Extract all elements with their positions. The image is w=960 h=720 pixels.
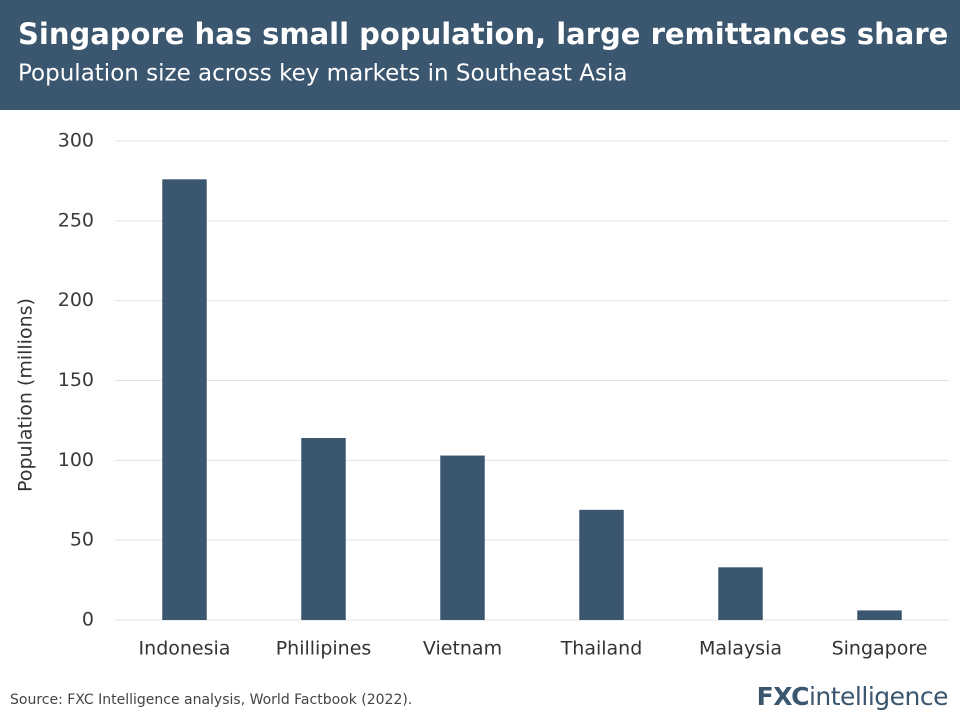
y-tick-label: 200 (58, 289, 94, 311)
y-tick-label: 150 (58, 369, 94, 391)
bar (440, 455, 485, 620)
logo: FXCintelligence (757, 682, 948, 711)
chart-title: Singapore has small population, large re… (18, 17, 948, 51)
y-axis-label: Population (millions) (15, 298, 37, 492)
y-tick-label: 0 (82, 609, 94, 631)
bar (162, 179, 207, 620)
x-tick-label: Vietnam (423, 638, 502, 660)
bar (857, 610, 902, 620)
x-tick-label: Malaysia (699, 638, 782, 660)
y-tick-label: 250 (58, 209, 94, 231)
bar (301, 437, 346, 620)
bar (718, 567, 763, 620)
bar (579, 509, 624, 620)
y-tick-label: 50 (70, 529, 94, 551)
y-tick-label: 100 (58, 449, 94, 471)
x-tick-label: Singapore (832, 638, 928, 660)
source-note: Source: FXC Intelligence analysis, World… (10, 692, 412, 708)
x-tick-label: Thailand (560, 638, 643, 660)
y-tick-label: 300 (58, 130, 94, 152)
logo-bold: FXC (757, 682, 809, 711)
chart-subtitle: Population size across key markets in So… (18, 61, 627, 87)
header-band (0, 0, 960, 110)
x-tick-label: Phillipines (276, 638, 372, 660)
logo-light: intelligence (809, 682, 948, 711)
x-tick-label: Indonesia (139, 638, 231, 660)
